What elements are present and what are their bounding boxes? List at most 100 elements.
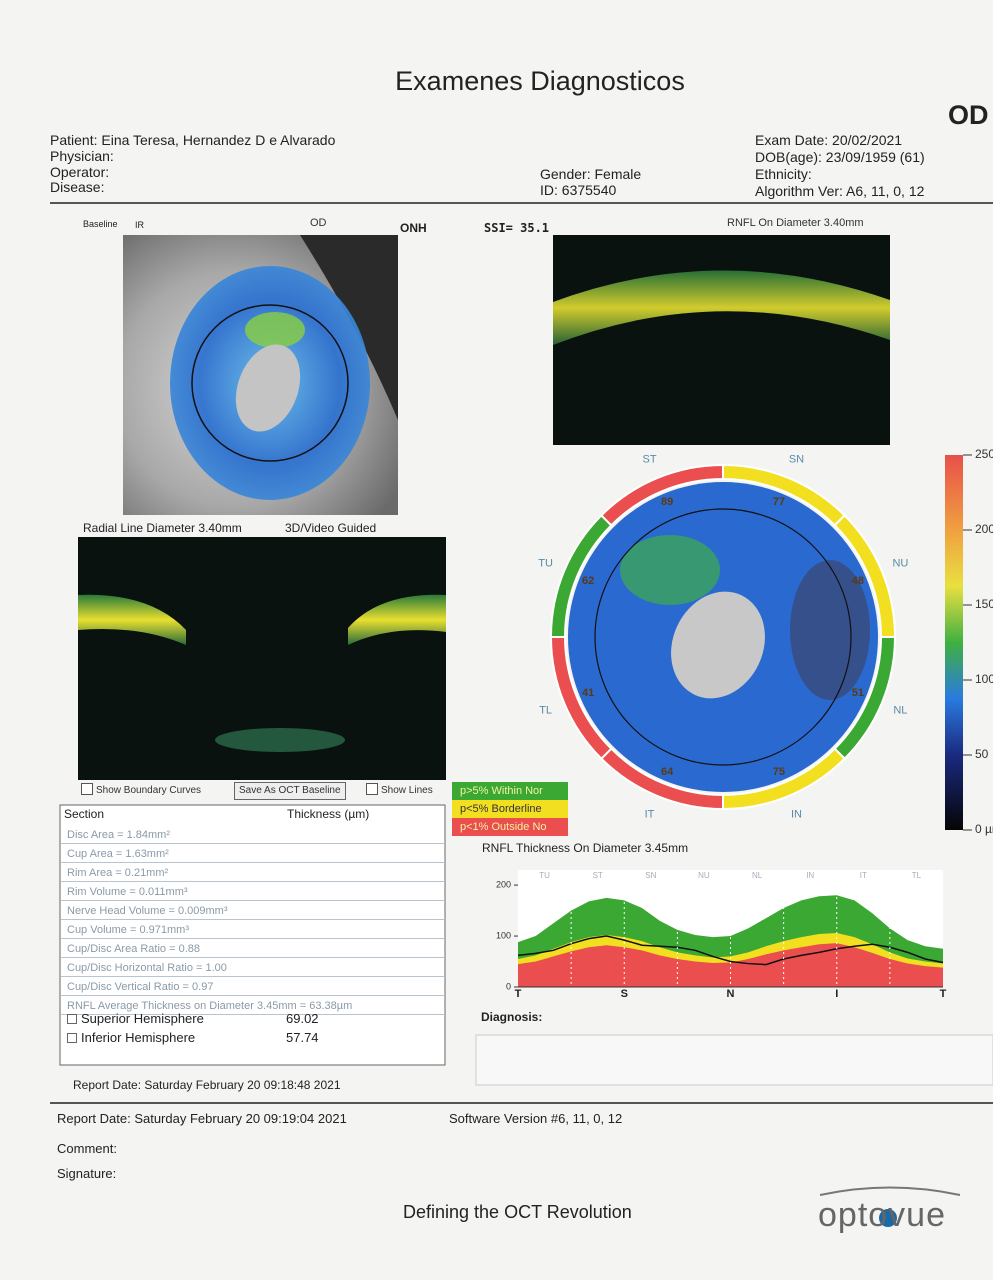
sector-label: ST [642, 454, 656, 466]
scan-circle [594, 508, 852, 766]
logo-arc [819, 1186, 961, 1196]
rnfl-bscan [553, 235, 890, 445]
tsnit-top-label: SN [645, 871, 656, 880]
sector-value: 51 [852, 687, 864, 699]
comment: Comment: [57, 1141, 117, 1156]
scale-label: 250 [975, 447, 993, 461]
scale-label: 200 [975, 522, 993, 536]
legend-item: p<1% Outside No [452, 818, 568, 836]
exam-date: Exam Date: 20/02/2021 [755, 132, 903, 148]
sector-value: 62 [582, 575, 594, 587]
table-row: Cup/Disc Vertical Ratio = 0.97 [61, 978, 445, 996]
checkbox-label: Show Boundary Curves [96, 785, 202, 796]
scale-label: 150 [975, 597, 993, 611]
ethnicity: Ethnicity: [755, 166, 812, 182]
tsnit-top-label: TL [912, 871, 922, 880]
sector-label: IN [791, 808, 802, 820]
table-header: Section [64, 807, 105, 821]
table-row: Cup/Disc Area Ratio = 0.88 [61, 940, 445, 958]
table-row: Rim Area = 0.21mm² [61, 864, 445, 882]
y-tick-label: 200 [496, 879, 511, 889]
y-tick-label: 100 [496, 930, 511, 940]
expander [67, 1014, 77, 1024]
scale-label: 0 [975, 822, 982, 836]
optic-cup [671, 591, 765, 699]
table-row: Disc Area = 1.84mm² [61, 826, 445, 844]
checkbox[interactable]: Show Boundary Curves [81, 783, 201, 799]
checkbox-label: Show Lines [381, 785, 433, 796]
y-tick-label: 0 [506, 981, 511, 991]
sector-label: IT [645, 808, 655, 820]
operator: Operator: [50, 164, 110, 180]
table-row: RNFL Average Thickness on Diameter 3.45m… [61, 997, 445, 1015]
brand: optovue [818, 1196, 946, 1234]
rnfl-layer [553, 270, 890, 345]
checkbox[interactable]: Show Lines [366, 783, 433, 799]
radial-mode: 3D/Video Guided [285, 521, 377, 535]
onh-shadow [300, 235, 398, 420]
map-thin [790, 560, 870, 700]
button[interactable]: Save As OCT Baseline [234, 782, 346, 800]
sector [599, 463, 724, 527]
hemisphere-value: 57.74 [286, 1030, 319, 1045]
table-row: Cup/Disc Horizontal Ratio = 1.00 [61, 959, 445, 977]
id: ID: 6375540 [540, 182, 617, 198]
tsnit-top-label: NL [752, 871, 763, 880]
sector-value: 48 [852, 575, 864, 587]
dob: DOB(age): 23/09/1959 (61) [755, 149, 925, 165]
sector-value: 77 [773, 496, 785, 508]
tsnit-top-label: IN [806, 871, 814, 880]
table-box [59, 804, 446, 1066]
onh-label: ONH [400, 221, 427, 235]
radial-layer [348, 594, 446, 645]
normative-band [518, 943, 943, 987]
signature: Signature: [57, 1166, 117, 1181]
gender: Gender: Female [540, 166, 642, 182]
logo-eye [879, 1209, 897, 1227]
physician: Physician: [50, 148, 114, 164]
scale-label: 100 [975, 672, 993, 686]
radial-deep [215, 728, 345, 752]
eye: OD [948, 100, 989, 130]
tsnit-top-label: ST [593, 871, 603, 880]
hemisphere-name: Superior Hemisphere [81, 1011, 204, 1026]
x-label: T [940, 988, 947, 1000]
table-row: Cup Volume = 0.971mm³ [61, 921, 445, 939]
sector-value: 75 [773, 766, 785, 778]
title: Examenes Diagnosticos [395, 66, 685, 96]
sector-label: NU [892, 557, 908, 569]
ssi: SSI= 35.1 [484, 221, 550, 235]
mode-label: IR [135, 220, 144, 230]
diagnosis-box [475, 1034, 993, 1086]
diagnosis-label: Diagnosis: [481, 1010, 543, 1024]
sector-label: NL [893, 704, 907, 716]
rnfl-title: RNFL On Diameter 3.40mm [727, 217, 864, 229]
tagline: Defining the OCT Revolution [403, 1202, 632, 1222]
hemisphere-value: 69.02 [286, 1011, 319, 1026]
disease: Disease: [50, 179, 105, 195]
radial-title: Radial Line Diameter 3.40mm [83, 521, 242, 535]
onh-eye: OD [310, 217, 327, 229]
sector-label: TU [538, 557, 553, 569]
tsnit-top-label: IT [860, 871, 867, 880]
button-label: Save As OCT Baseline [239, 785, 341, 796]
x-label: I [835, 988, 838, 1000]
sector-value: 64 [661, 766, 674, 778]
table-row: Cup Area = 1.63mm² [61, 845, 445, 863]
x-label: T [515, 988, 522, 1000]
table-header: Thickness (µm) [287, 807, 370, 821]
sector-label: SN [789, 454, 804, 466]
expander [67, 1033, 77, 1043]
sector-value: 89 [661, 496, 673, 508]
footer-report-date: Report Date: Saturday February 20 09:19:… [57, 1111, 347, 1126]
radial-layer [78, 594, 186, 645]
patient: Patient: Eina Teresa, Hernandez D e Alva… [50, 132, 336, 148]
color-scale [945, 455, 963, 830]
scan-circle [191, 304, 349, 462]
software-version: Software Version #6, 11, 0, 12 [449, 1111, 623, 1126]
legend-item: p<5% Borderline [452, 800, 568, 818]
thickness-hot [245, 312, 305, 348]
sector-label: TL [539, 704, 552, 716]
